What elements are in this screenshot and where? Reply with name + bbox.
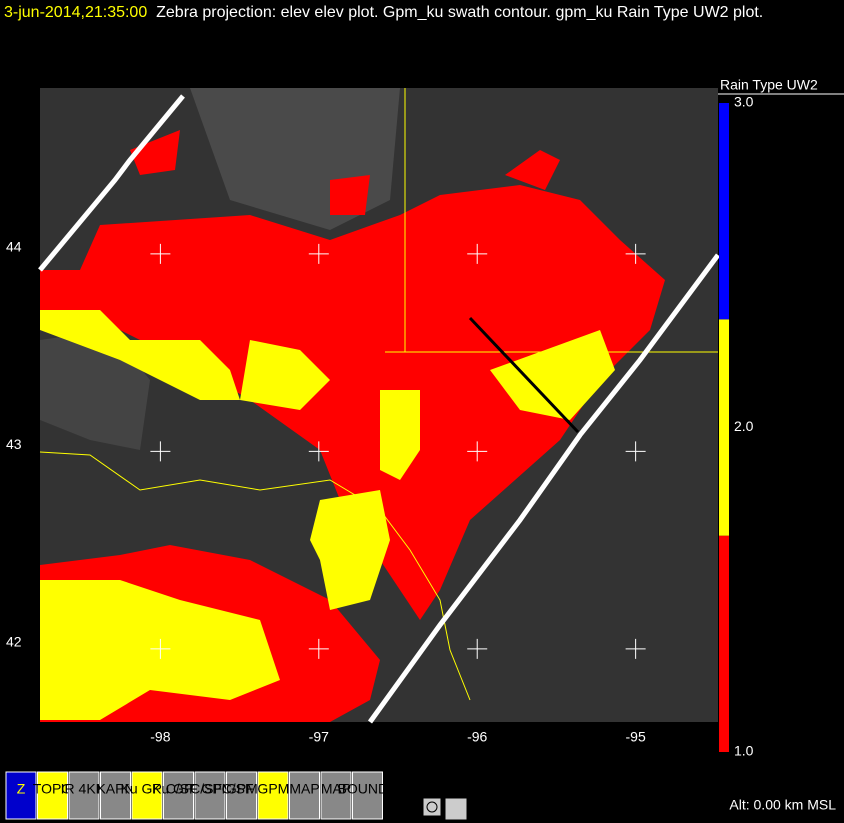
toolbar-icon[interactable] bbox=[100, 771, 131, 820]
lon-label: -96 bbox=[467, 729, 487, 745]
toolbar-icon-label: Z bbox=[17, 781, 26, 797]
colorbar-segment bbox=[719, 535, 729, 752]
toolbar-icon-label: Ku GPM bbox=[121, 781, 174, 797]
toolbar-icon[interactable] bbox=[422, 797, 442, 817]
toolbar-icon-label: BOUNDS bbox=[338, 781, 398, 797]
toolbar-icon[interactable] bbox=[289, 771, 320, 820]
icon-glyph bbox=[426, 801, 438, 813]
colorbar-label: 3.0 bbox=[734, 94, 754, 110]
toolbar-icon[interactable] bbox=[194, 771, 226, 820]
toolbar-icon[interactable] bbox=[320, 771, 352, 820]
colorbar-label: 1.0 bbox=[734, 743, 754, 759]
rain-convective bbox=[240, 340, 330, 410]
toolbar-icon-label: TOPO bbox=[33, 781, 73, 797]
grid-cross bbox=[150, 243, 171, 264]
toolbar-icon[interactable] bbox=[68, 771, 100, 820]
swath-edge bbox=[367, 253, 721, 724]
lat-label: 42 bbox=[6, 634, 22, 650]
status-altitude: Alt: 0.00 km MSL bbox=[729, 797, 836, 813]
toolbar-icon[interactable] bbox=[163, 771, 194, 820]
grid-cross bbox=[625, 243, 646, 264]
toolbar-icon-label: IR 4KM bbox=[61, 781, 108, 797]
rain-convective bbox=[40, 310, 240, 400]
toolbar-icon-label: MAP bbox=[289, 781, 319, 797]
toolbar-icon-label: MAP bbox=[321, 781, 351, 797]
colorbar-segment bbox=[719, 319, 729, 536]
grid-cross bbox=[150, 638, 171, 659]
colorbar-segment bbox=[719, 103, 729, 320]
colorbar-title: Rain Type UW2 bbox=[720, 77, 818, 93]
rain-stratiform bbox=[40, 185, 665, 620]
rain-convective bbox=[380, 390, 420, 480]
toolbar-icon[interactable] bbox=[226, 771, 257, 820]
rain-stratiform bbox=[330, 175, 370, 215]
toolbar-icon[interactable] bbox=[352, 771, 383, 820]
rain-stratiform bbox=[130, 130, 180, 175]
grid-cross bbox=[467, 243, 488, 264]
timestamp: 3-jun-2014,21:35:00 bbox=[4, 4, 148, 21]
lon-label: -95 bbox=[626, 729, 646, 745]
plot-description: Zebra projection: elev elev plot. Gpm_ku… bbox=[156, 4, 764, 21]
grid-cross bbox=[625, 638, 646, 659]
swath-edge bbox=[38, 94, 185, 272]
colorbar-label: 2.0 bbox=[734, 418, 754, 434]
grid-cross bbox=[467, 441, 488, 462]
toolbar-icon[interactable] bbox=[5, 771, 37, 820]
toolbar-icon[interactable] bbox=[131, 771, 163, 820]
grid-cross bbox=[150, 441, 171, 462]
grid-cross bbox=[625, 441, 646, 462]
grid-cross bbox=[308, 441, 329, 462]
toolbar-icon[interactable] bbox=[257, 771, 289, 820]
toolbar-icon[interactable] bbox=[37, 771, 68, 820]
toolbar-icon-label: KAPN bbox=[96, 781, 134, 797]
lon-label: -98 bbox=[150, 729, 170, 745]
lat-label: 43 bbox=[6, 436, 22, 452]
toolbar-icon[interactable] bbox=[444, 797, 468, 821]
cross-section-line bbox=[468, 316, 580, 434]
rain-stratiform bbox=[505, 150, 560, 190]
toolbar-icon-label: Ku GPM bbox=[152, 781, 205, 797]
title-bar: 3-jun-2014,21:35:00 Zebra projection: el… bbox=[4, 2, 836, 24]
grid-cross bbox=[308, 638, 329, 659]
grid-cross bbox=[467, 638, 488, 659]
rain-convective bbox=[310, 490, 390, 610]
lon-label: -97 bbox=[309, 729, 329, 745]
grid-cross bbox=[308, 243, 329, 264]
lat-label: 44 bbox=[6, 239, 22, 255]
